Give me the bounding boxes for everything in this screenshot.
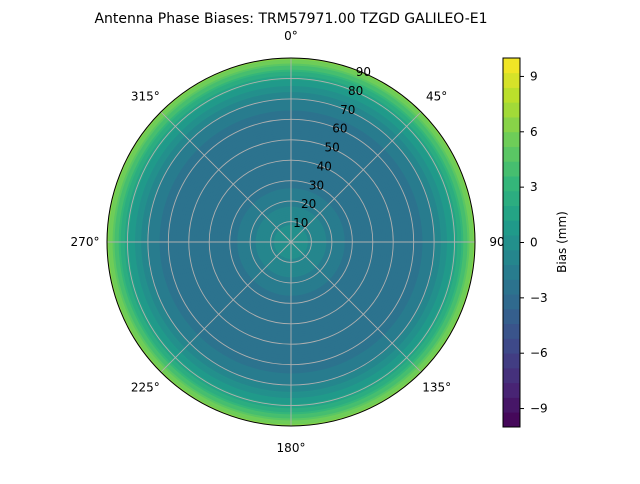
- colorbar-level: [503, 190, 520, 206]
- radial-tick-label: 30: [309, 178, 324, 192]
- azimuth-tick-label: 45°: [426, 89, 447, 103]
- colorbar-tick-label: 9: [530, 69, 538, 83]
- colorbar-level: [503, 87, 520, 103]
- colorbar-level: [503, 382, 520, 398]
- colorbar-level: [503, 131, 520, 147]
- colorbar-level: [503, 205, 520, 221]
- azimuth-tick-label: 225°: [131, 381, 160, 395]
- azimuth-tick-label: 180°: [277, 441, 306, 455]
- colorbar-level: [503, 367, 520, 384]
- colorbar-tick-label: 0: [530, 236, 538, 250]
- radial-tick-label: 10: [293, 216, 308, 230]
- radial-labels: 10 20 30 40 50 60 70 80 90: [293, 65, 371, 230]
- radial-tick-label: 90: [356, 65, 371, 79]
- colorbar-level: [503, 176, 520, 192]
- chart-title: Antenna Phase Biases: TRM57971.00 TZGD G…: [94, 11, 487, 27]
- colorbar-level: [503, 264, 520, 280]
- colorbar-level: [503, 294, 520, 310]
- radial-tick-label: 60: [332, 122, 347, 136]
- colorbar: −9 −6 −3 0 3 6 9: [502, 57, 548, 428]
- polar-grid: [107, 58, 475, 426]
- colorbar-level: [503, 102, 520, 118]
- azimuth-tick-label: 90: [489, 235, 504, 249]
- colorbar-tick-label: 3: [530, 180, 538, 194]
- colorbar-level: [503, 308, 520, 325]
- colorbar-level: [503, 353, 520, 369]
- radial-tick-label: 80: [348, 84, 363, 98]
- radial-tick-label: 70: [340, 103, 355, 117]
- colorbar-level: [503, 279, 520, 295]
- polar-frame: [106, 57, 476, 427]
- azimuth-tick-label: 0°: [284, 29, 298, 43]
- colorbar-level: [503, 412, 520, 428]
- azimuth-tick-label: 270°: [71, 235, 100, 249]
- colorbar-level: [503, 249, 520, 266]
- colorbar-level: [503, 117, 520, 133]
- colorbar-level: [503, 397, 520, 413]
- azimuth-tick-label: 315°: [131, 89, 160, 103]
- colorbar-tick-label: −6: [530, 346, 548, 360]
- colorbar-level: [503, 220, 520, 236]
- colorbar-level: [503, 146, 520, 162]
- colorbar-level: [503, 161, 520, 177]
- azimuth-gridline: [160, 111, 292, 243]
- colorbar-label: Bias (mm): [555, 211, 569, 273]
- azimuth-gridline: [290, 111, 422, 243]
- colorbar-tick-label: −9: [530, 402, 548, 416]
- colorbar-level: [503, 338, 520, 354]
- radial-tick-label: 20: [301, 197, 316, 211]
- colorbar-level: [503, 323, 520, 339]
- azimuth-gridline: [160, 241, 292, 373]
- colorbar-level: [503, 58, 520, 74]
- colorbar-tick-label: 6: [530, 125, 538, 139]
- azimuth-gridline: [290, 241, 422, 373]
- azimuth-labels: 0° 45° 90 135° 180° 225° 270° 315°: [71, 29, 505, 455]
- colorbar-level: [503, 235, 520, 251]
- colorbar-level: [503, 72, 520, 88]
- azimuth-tick-label: 135°: [422, 381, 451, 395]
- radial-tick-label: 40: [317, 159, 332, 173]
- colorbar-tick-label: −3: [530, 291, 548, 305]
- radial-tick-label: 50: [324, 141, 339, 155]
